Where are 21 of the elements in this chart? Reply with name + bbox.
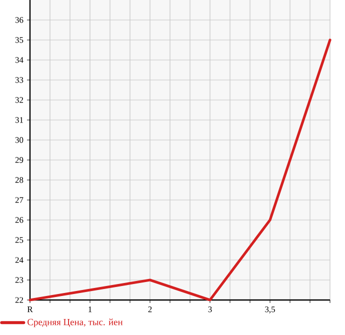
x-tick-label: 3,5 bbox=[265, 306, 275, 314]
x-tick-label: R bbox=[27, 306, 33, 312]
y-tick-label: 30 bbox=[15, 137, 24, 143]
y-tick-label: 29 bbox=[15, 157, 24, 163]
legend-label: Средняя Цена, тыс. йен bbox=[28, 318, 123, 328]
y-tick-label: 35 bbox=[15, 37, 24, 43]
y-tick-label: 25 bbox=[15, 237, 24, 243]
x-tick-label: 3 bbox=[208, 306, 212, 312]
y-tick-label: 28 bbox=[15, 177, 24, 183]
y-tick-label: 22 bbox=[15, 297, 24, 303]
y-tick-label: 24 bbox=[15, 257, 24, 263]
y-tick-label: 31 bbox=[15, 117, 23, 123]
y-tick-label: 32 bbox=[15, 97, 24, 103]
y-tick-label: 23 bbox=[15, 277, 24, 283]
x-tick-label: 1 bbox=[88, 306, 92, 312]
y-tick-label: 34 bbox=[15, 57, 24, 63]
x-tick-label: 2 bbox=[148, 306, 152, 312]
y-tick-label: 26 bbox=[15, 217, 24, 223]
y-tick-label: 36 bbox=[15, 17, 24, 23]
y-tick-label: 33 bbox=[15, 77, 24, 83]
y-tick-label: 27 bbox=[15, 197, 24, 203]
